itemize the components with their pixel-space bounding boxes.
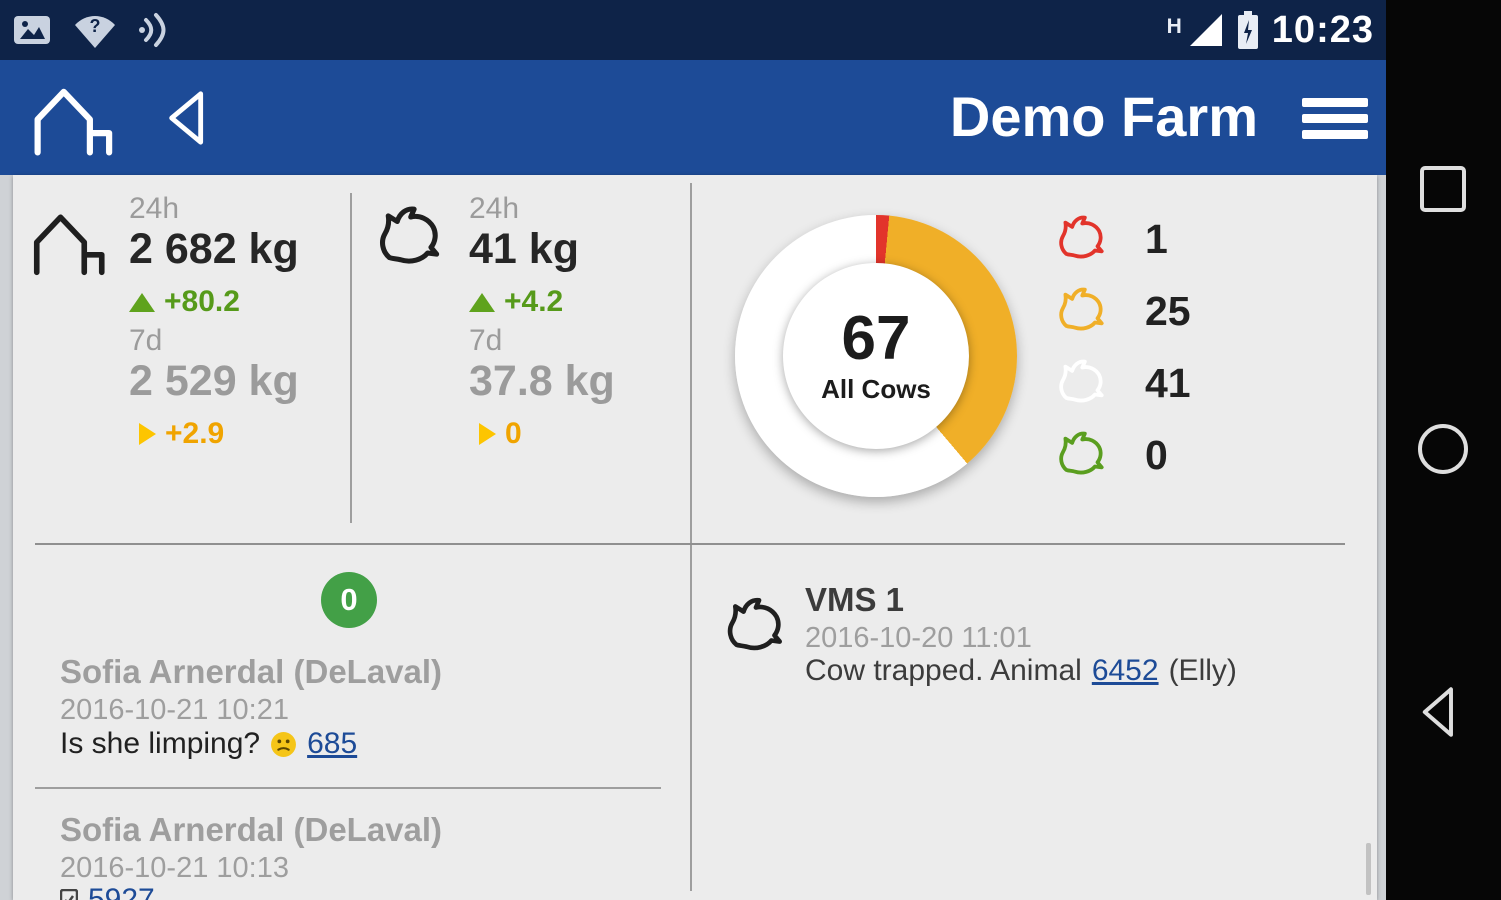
scrollbar-thumb[interactable]	[1366, 843, 1371, 895]
center-divider	[690, 183, 692, 891]
green-cow-icon	[1053, 426, 1115, 480]
alarm-source: VMS 1	[805, 581, 905, 618]
total-cows-label: All Cows	[821, 373, 931, 404]
menu-bar	[1302, 114, 1368, 123]
right-triangle-icon	[479, 423, 496, 445]
page-title: Demo Farm	[949, 85, 1258, 148]
animal-link[interactable]: 6452	[1091, 654, 1159, 687]
status-bar: ? H 10:23	[0, 0, 1386, 60]
orange-cow-count: 25	[1145, 287, 1191, 334]
message-text: Is she limping?	[60, 727, 261, 760]
barn-logo-icon[interactable]	[28, 74, 116, 162]
cow-head-icon	[377, 199, 449, 271]
legend-row-green[interactable]: 0	[1053, 427, 1191, 483]
farm-24h-value: 2 682 kg	[129, 225, 299, 273]
back-button[interactable]	[162, 88, 220, 148]
signal-strength-icon	[1189, 14, 1222, 46]
cow-24h-value: 41 kg	[469, 225, 579, 273]
menu-button[interactable]	[1302, 98, 1368, 146]
cow-24h-delta: +4.2	[504, 285, 564, 318]
alarm-text: Cow trapped. Animal	[805, 654, 1082, 687]
message-divider	[35, 787, 661, 789]
stats-divider	[350, 193, 352, 523]
nav-back-button[interactable]	[1416, 684, 1472, 740]
network-type-label: H	[1166, 14, 1182, 38]
green-cow-count: 0	[1145, 431, 1168, 478]
clock: 10:23	[1271, 8, 1374, 51]
task-icon	[60, 889, 78, 900]
animal-link[interactable]: 5927	[88, 883, 155, 900]
legend-row-orange[interactable]: 25	[1053, 283, 1191, 339]
white-cow-count: 41	[1145, 359, 1191, 406]
vibrate-icon	[139, 13, 166, 47]
android-nav-bar	[1386, 0, 1501, 900]
dashboard: 24h 2 682 kg +80.2 7d 2 529 kg +2.9 24h …	[13, 175, 1377, 900]
svg-text:?: ?	[90, 16, 101, 36]
orange-cow-icon	[1053, 282, 1115, 336]
menu-bar	[1302, 98, 1368, 107]
red-cow-icon	[1053, 210, 1115, 264]
legend-row-red[interactable]: 1	[1053, 211, 1191, 267]
farm-24h-label: 24h	[129, 192, 180, 225]
app-header: Demo Farm	[0, 60, 1386, 175]
up-triangle-icon	[469, 292, 495, 312]
donut-center: 67 All Cows	[783, 263, 969, 449]
legend-row-white[interactable]: 41	[1053, 355, 1191, 411]
status-bar-left: ?	[12, 10, 172, 50]
screenshot-icon	[14, 16, 50, 44]
cow-head-icon	[725, 591, 791, 657]
messages-badge[interactable]: 0	[321, 572, 377, 628]
barn-icon	[28, 201, 108, 281]
cow-7d-delta: 0	[505, 417, 522, 450]
farm-7d-label: 7d	[129, 324, 163, 357]
section-divider	[35, 543, 1345, 545]
up-triangle-icon	[129, 292, 155, 312]
message-date: 2016-10-21 10:13	[60, 852, 289, 884]
home-button[interactable]	[1418, 424, 1468, 474]
white-cow-icon	[1053, 354, 1115, 408]
total-cows-value: 67	[841, 303, 911, 373]
menu-bar	[1302, 130, 1368, 139]
message-date: 2016-10-21 10:21	[60, 694, 289, 726]
cow-7d-value: 37.8 kg	[469, 357, 615, 405]
farm-7d-delta: +2.9	[165, 417, 225, 450]
farm-24h-delta: +80.2	[164, 285, 240, 318]
wifi-question-icon: ?	[75, 16, 115, 48]
red-cow-count: 1	[1145, 215, 1168, 262]
status-bar-right: H 10:23	[1167, 9, 1374, 52]
all-cows-donut-chart[interactable]: 67 All Cows	[735, 215, 1017, 497]
donut-legend: 1 25 41 0	[1053, 211, 1191, 499]
cow-24h-label: 24h	[469, 192, 520, 225]
right-triangle-icon	[139, 423, 156, 445]
cow-7d-label: 7d	[469, 324, 503, 357]
alarm-date: 2016-10-20 11:01	[805, 622, 1032, 654]
animal-link[interactable]: 685	[307, 727, 358, 760]
message-author: Sofia Arnerdal (DeLaval)	[60, 811, 443, 848]
battery-charging-icon	[1237, 11, 1258, 49]
message-author: Sofia Arnerdal (DeLaval)	[60, 653, 443, 690]
sad-face-emoji-icon	[271, 731, 297, 757]
farm-7d-value: 2 529 kg	[129, 357, 299, 405]
alarm-text-suffix: (Elly)	[1168, 654, 1237, 687]
recents-button[interactable]	[1420, 166, 1466, 212]
